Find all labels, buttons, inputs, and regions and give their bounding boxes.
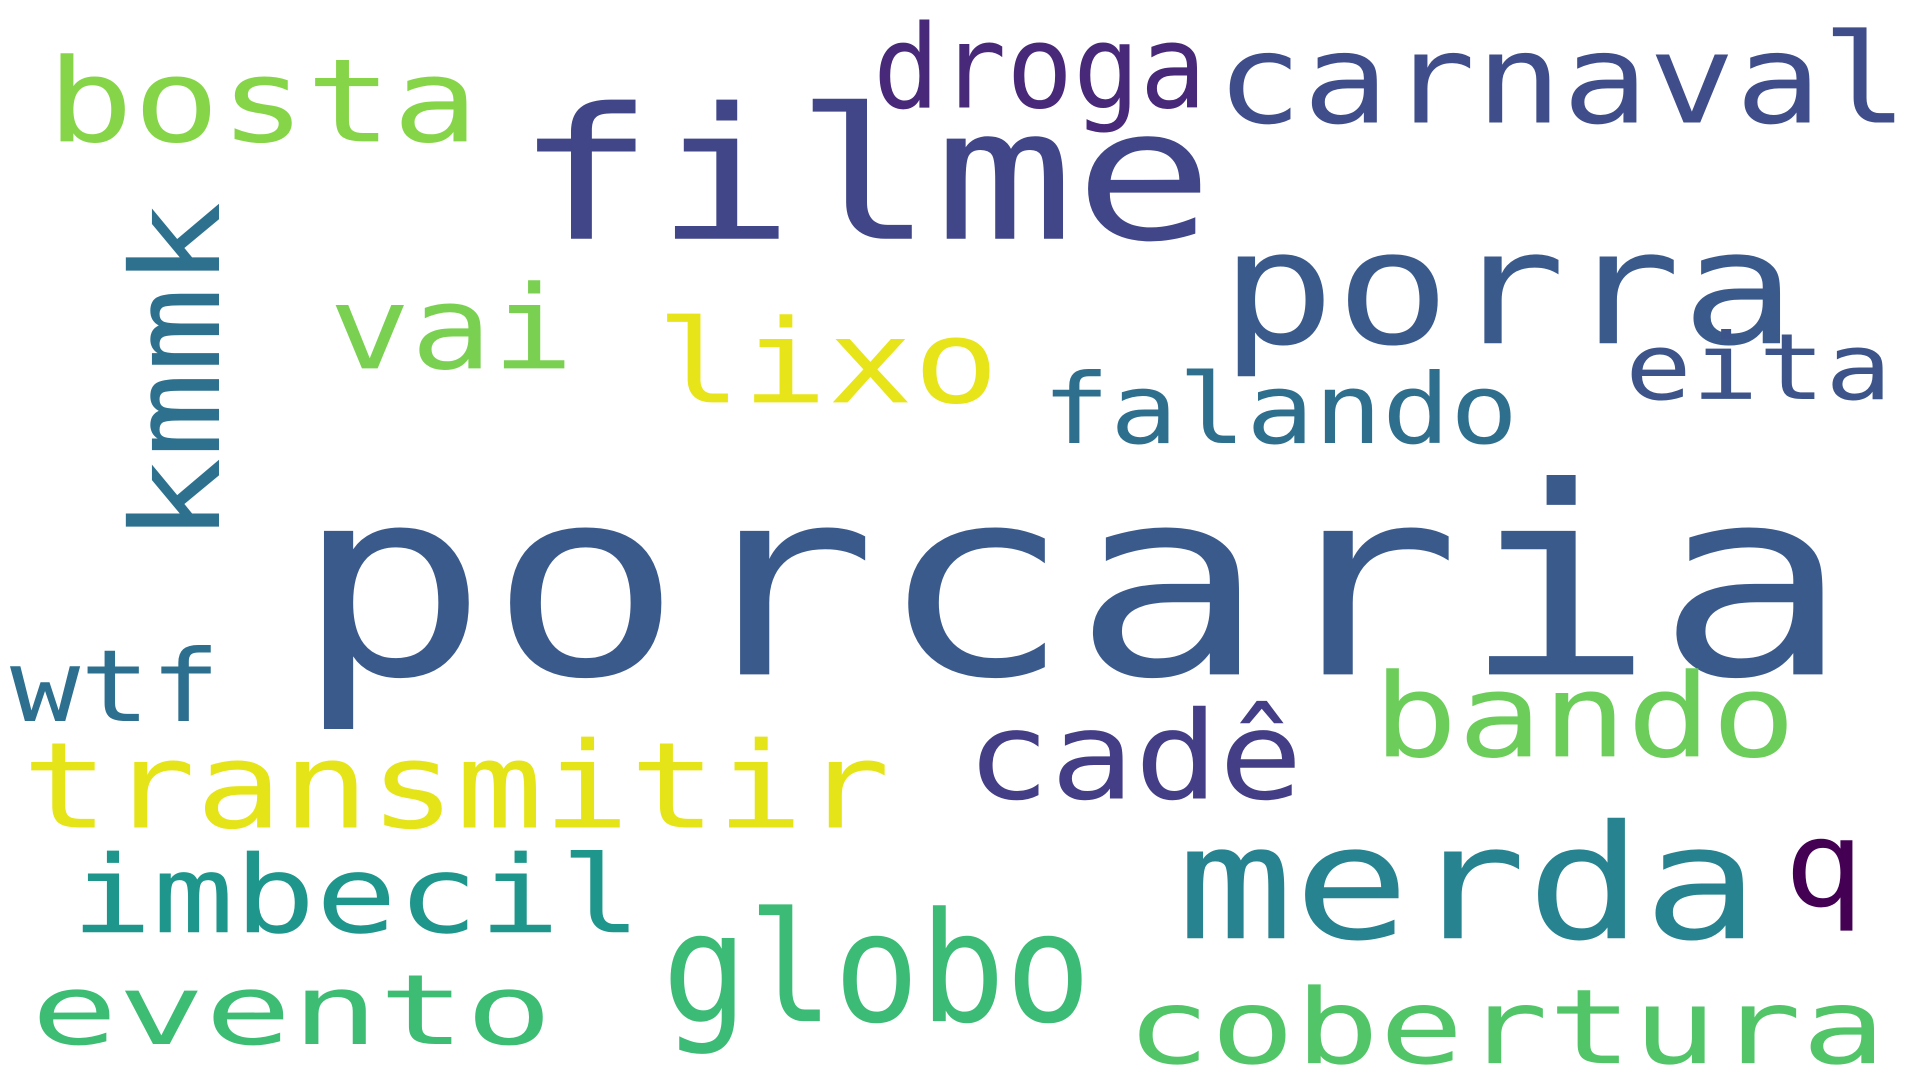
word-kmmk: kmmk (105, 201, 249, 544)
word-falando: falando (1042, 352, 1519, 467)
word-transmitir: transmitir (22, 716, 891, 857)
word-filme: filme (514, 68, 1214, 284)
word-evento: evento (30, 952, 553, 1068)
word-globo: globo (662, 879, 1092, 1059)
word-bando: bando (1373, 648, 1797, 785)
word-lixo: lixo (655, 294, 999, 431)
word-eita: eita (1624, 313, 1892, 422)
word-q: q (1783, 794, 1864, 935)
word-porra: porra (1219, 195, 1797, 382)
word-cobertura: cobertura (1125, 966, 1886, 1080)
word-bosta: bosta (46, 33, 479, 170)
word-droga: droga (872, 0, 1207, 135)
word-imbecil: imbecil (71, 832, 642, 959)
word-cade: cadê (966, 684, 1304, 828)
word-vai: vai (328, 260, 574, 397)
word-porcaria: porcaria (294, 430, 1851, 738)
word-wtf: wtf (9, 628, 221, 746)
word-merda: merda (1177, 791, 1760, 977)
word-carnaval: carnaval (1216, 7, 1909, 153)
